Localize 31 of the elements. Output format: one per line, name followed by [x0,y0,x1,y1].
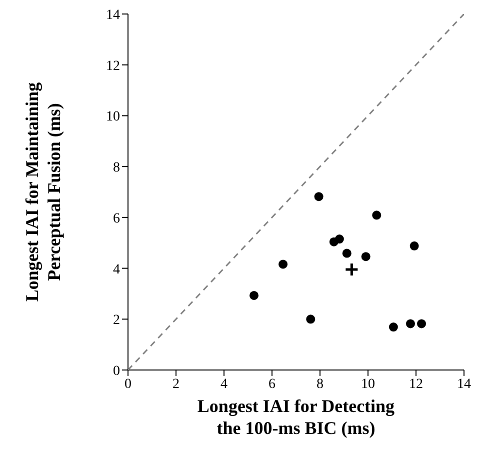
x-axis-title: Longest IAI for Detecting the 100-ms BIC (ms) [197,396,395,438]
y-tick-label: 2 [113,313,120,328]
y-tick-label: 12 [106,58,120,74]
x-tick-label: 2 [172,376,180,392]
x-tick-label: 10 [361,376,375,392]
y-tick-label: 6 [113,211,120,226]
y-tick-label: 0 [113,364,120,379]
y-axis-title: Longest IAI for Maintaining Perceptual Fusion (ms) [22,82,64,302]
x-tick-label: 8 [316,376,324,392]
point [417,319,426,328]
point [361,252,370,262]
point [372,210,382,220]
point [410,241,419,250]
y-tick-label: 4 [113,262,120,278]
y-tick-label: 14 [106,8,120,23]
x-tick-label: 14 [457,376,471,392]
point [406,319,415,328]
x-tick-label: 4 [220,376,228,392]
y-tick-label: 8 [113,160,120,176]
x-tick-label: 0 [124,376,132,392]
point [344,262,359,277]
point [334,234,344,244]
point [314,192,324,202]
point [278,260,288,269]
point [388,322,398,332]
x-tick-label: 6 [268,376,276,392]
y-tick-label: 10 [106,110,120,125]
point [306,314,316,324]
point [342,248,352,258]
point [250,290,258,300]
x-tick-label: 12 [409,376,423,392]
